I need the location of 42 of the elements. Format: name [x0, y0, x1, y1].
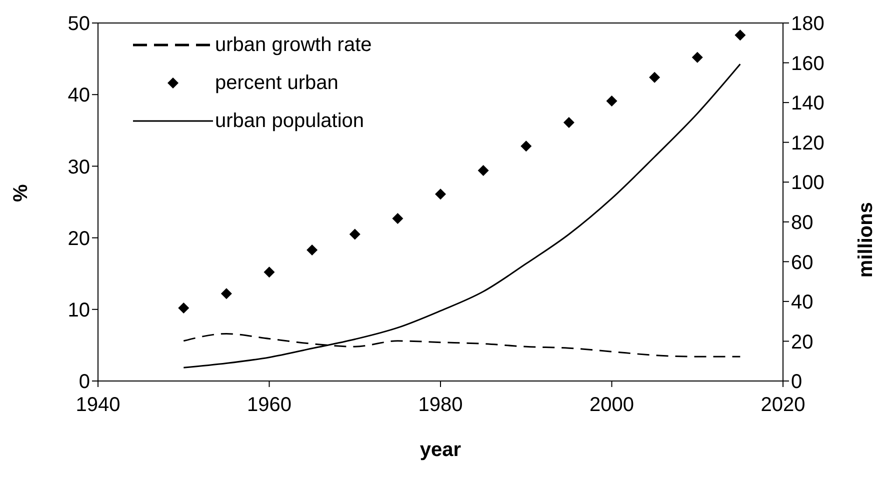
point [178, 302, 190, 314]
point [264, 266, 275, 278]
point [306, 244, 318, 256]
x-tick-label: 2000 [590, 394, 634, 416]
legend-label: percent urban [215, 72, 338, 94]
y2-tick-label: 120 [791, 132, 824, 154]
point [520, 140, 532, 152]
y-axis-title: % [10, 184, 32, 202]
y2-tick-label: 20 [791, 331, 814, 354]
y2-tick-label: 60 [791, 252, 814, 274]
point [478, 164, 489, 176]
y-tick-label: 0 [78, 371, 90, 394]
x-tick-label: 1960 [247, 394, 292, 416]
y2-tick-label: 140 [791, 92, 824, 115]
point [349, 228, 360, 240]
y-tick-label: 40 [68, 84, 90, 107]
y-tick-label: 30 [68, 156, 90, 178]
y2-tick-label: 80 [791, 212, 814, 234]
y2-tick-label: 0 [791, 371, 802, 394]
legend-label: urban growth rate [215, 34, 372, 56]
point [692, 52, 703, 63]
y2-tick-label: 180 [791, 13, 824, 36]
y-tick-label: 10 [68, 300, 90, 322]
point [606, 96, 618, 107]
y2-tick-label: 160 [791, 52, 824, 75]
point [435, 188, 446, 200]
point [563, 117, 574, 128]
point [734, 30, 746, 41]
line-series [182, 63, 741, 368]
x-axis-title: year [420, 439, 462, 461]
y2-tick-label: 40 [791, 292, 814, 314]
y-tick-label: 50 [68, 13, 90, 36]
legend-label: urban population [215, 110, 364, 132]
point [392, 212, 404, 224]
x-tick-label: 2020 [760, 394, 806, 416]
y2-axis-title: millions [855, 202, 878, 278]
x-tick-label: 1980 [418, 394, 463, 416]
point [649, 72, 660, 83]
y-tick-label: 20 [68, 228, 90, 250]
point [220, 288, 232, 300]
y2-tick-label: 100 [791, 172, 824, 194]
x-tick-label: 1940 [76, 394, 120, 416]
